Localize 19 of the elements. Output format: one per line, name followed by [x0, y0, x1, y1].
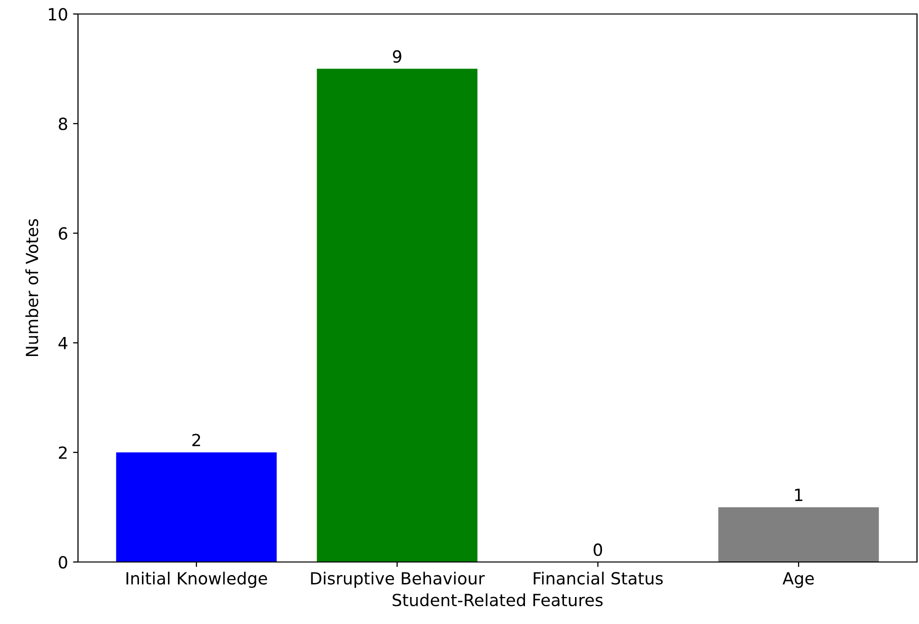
x-tick-label: Age — [782, 572, 814, 588]
data-label: 1 — [795, 488, 802, 501]
y-tick-label: 0 — [58, 556, 68, 569]
x-tick-label: Financial Status — [534, 572, 663, 585]
bar — [718, 507, 879, 562]
y-axis-title: Number of Votes — [25, 219, 38, 356]
y-tick-label: 10 — [48, 8, 68, 21]
data-label: 0 — [594, 543, 602, 556]
x-tick-label: Disruptive Behaviour — [311, 572, 485, 588]
y-tick-label: 2 — [58, 446, 67, 459]
y-tick-label: 4 — [58, 336, 68, 350]
x-axis-title: Student-Related Features — [392, 593, 603, 606]
y-tick-label: 6 — [58, 227, 68, 240]
data-label: 2 — [192, 434, 200, 446]
y-tick-label: 8 — [58, 118, 68, 130]
data-label: 9 — [392, 50, 402, 63]
x-tick-label: Initial Knowledge — [126, 572, 268, 588]
bar — [116, 452, 277, 562]
bar — [316, 68, 478, 562]
